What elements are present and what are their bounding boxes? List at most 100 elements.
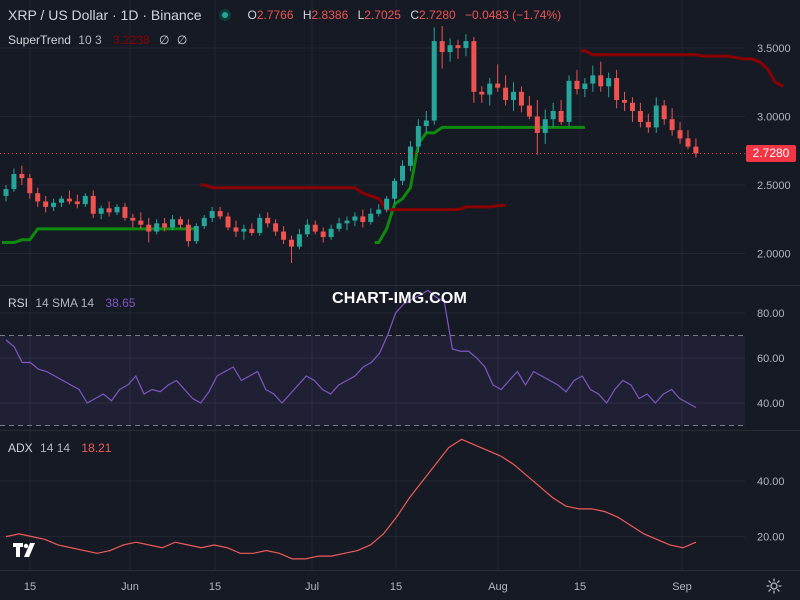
candle-down (225, 212, 231, 231)
candle-up (423, 110, 429, 133)
candle-body (503, 87, 509, 101)
supertrend-legend[interactable]: SuperTrend 10 3 3.2238 ∅ ∅ (8, 33, 187, 47)
x-tick-label: 15 (209, 581, 221, 593)
candle-body (328, 228, 334, 238)
candle-up (463, 34, 469, 57)
candle-body (170, 219, 176, 228)
rsi-value: 38.65 (105, 296, 136, 310)
supertrend-value: 3.2238 (112, 33, 150, 47)
candle-body (225, 216, 231, 228)
candle-down (439, 26, 445, 69)
candle-up (550, 102, 556, 128)
candle-down (645, 113, 651, 133)
candle-body (114, 206, 120, 213)
candle-up (566, 75, 572, 127)
candle-up (59, 195, 65, 207)
candle-body (201, 217, 207, 227)
candle-body (511, 91, 517, 101)
candle-down (669, 108, 675, 136)
candle-body (637, 110, 643, 122)
adx-tick-label: 20.00 (757, 532, 785, 544)
candle-body (249, 228, 255, 233)
supertrend-hidden-icon-2[interactable]: ∅ (176, 33, 188, 47)
rsi-params: 14 SMA 14 (35, 296, 95, 310)
adx-tick-label: 40.00 (757, 476, 785, 488)
candle-body (90, 195, 96, 214)
candle-up (487, 78, 493, 106)
tradingview-logo-icon[interactable] (12, 540, 38, 560)
candle-up (336, 217, 342, 232)
supertrend-up-segment (374, 125, 585, 245)
candle-up (590, 65, 596, 92)
candle-body (146, 224, 152, 232)
candle-body (471, 41, 477, 92)
candle-body (3, 189, 9, 196)
candle-body (487, 83, 493, 95)
candle-body (669, 119, 675, 131)
x-tick-label: Jun (121, 581, 139, 593)
candle-body (185, 224, 191, 242)
close-label: C (410, 8, 419, 22)
candle-up (98, 205, 104, 220)
candle-down (637, 102, 643, 128)
candle-body (392, 180, 398, 199)
adx-legend[interactable]: ADX 14 14 18.21 (8, 441, 111, 455)
grid (0, 0, 800, 571)
candle-body (35, 193, 41, 202)
supertrend-line (2, 49, 784, 245)
candle-body (154, 223, 160, 232)
candle-body (558, 110, 564, 122)
supertrend-params: 10 3 (78, 33, 102, 47)
candle-body (193, 226, 199, 242)
candle-down (90, 190, 96, 218)
candle-down (614, 69, 620, 109)
candle-body (19, 174, 25, 179)
candle-down (574, 69, 580, 95)
candle-down (320, 227, 326, 243)
candle-up (170, 215, 176, 231)
candle-down (233, 220, 239, 238)
last-price-tag: 2.7280 (746, 145, 796, 162)
candle-body (51, 202, 57, 207)
candle-body (336, 223, 342, 229)
candle-down (177, 216, 183, 229)
supertrend-hidden-icon[interactable]: ∅ (159, 33, 170, 47)
candle-up (606, 72, 612, 98)
candle-body (344, 220, 350, 224)
candle-up (241, 224, 247, 240)
candle-body (614, 78, 620, 101)
candle-down (106, 201, 112, 217)
candle-body (74, 201, 80, 205)
candle-body (360, 216, 366, 222)
candle-down (495, 64, 501, 92)
low-value: 2.7025 (364, 8, 401, 22)
candle-up (304, 219, 310, 238)
candle-up (415, 119, 421, 153)
adx-line (5, 438, 697, 560)
candle-body (98, 208, 104, 214)
x-tick-label: Sep (672, 581, 692, 593)
candle-down (162, 217, 168, 232)
candle-down (19, 165, 25, 185)
candle-down (558, 100, 564, 125)
x-tick-label: Jul (305, 581, 319, 593)
chart-header: XRP / US Dollar · 1D · Binance O2.7766 H… (8, 7, 567, 23)
candle-down (249, 223, 255, 236)
candle-body (11, 174, 17, 190)
candle-down (661, 100, 667, 125)
candle-body (376, 209, 382, 214)
candle-down (35, 187, 41, 207)
x-tick-label: Aug (488, 581, 508, 593)
candle-body (693, 146, 699, 154)
rsi-legend[interactable]: RSI 14 SMA 14 38.65 (8, 296, 135, 310)
high-value: 2.8386 (311, 8, 349, 22)
gear-icon[interactable] (766, 578, 782, 594)
symbol-title[interactable]: XRP / US Dollar · 1D · Binance (8, 7, 202, 23)
y-tick-label: 3.0000 (757, 111, 791, 123)
market-status-icon[interactable] (219, 9, 232, 21)
candle-body (130, 217, 136, 221)
supertrend-down-segment (200, 183, 506, 212)
candle-down (27, 174, 33, 199)
candle-down (471, 36, 477, 103)
